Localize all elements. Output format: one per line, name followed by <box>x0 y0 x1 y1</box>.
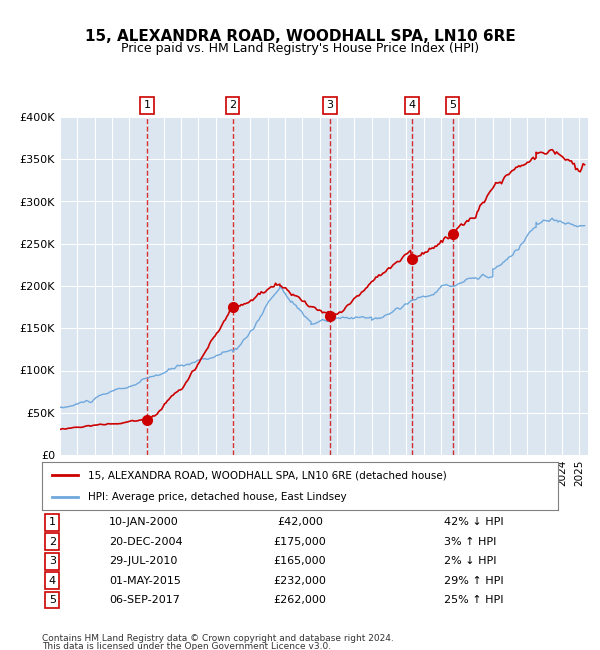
Text: 20-DEC-2004: 20-DEC-2004 <box>109 537 183 547</box>
Text: 25% ↑ HPI: 25% ↑ HPI <box>445 595 504 605</box>
Text: £262,000: £262,000 <box>274 595 326 605</box>
Text: 06-SEP-2017: 06-SEP-2017 <box>109 595 180 605</box>
Text: 1: 1 <box>143 100 151 110</box>
Text: 2: 2 <box>49 537 56 547</box>
Text: 29% ↑ HPI: 29% ↑ HPI <box>445 576 504 586</box>
Text: This data is licensed under the Open Government Licence v3.0.: This data is licensed under the Open Gov… <box>42 642 331 650</box>
Text: 15, ALEXANDRA ROAD, WOODHALL SPA, LN10 6RE (detached house): 15, ALEXANDRA ROAD, WOODHALL SPA, LN10 6… <box>88 470 447 480</box>
Text: 1: 1 <box>49 517 56 527</box>
Text: £165,000: £165,000 <box>274 556 326 566</box>
Text: 29-JUL-2010: 29-JUL-2010 <box>109 556 178 566</box>
Text: 4: 4 <box>49 576 56 586</box>
Text: 4: 4 <box>409 100 416 110</box>
Text: £232,000: £232,000 <box>274 576 326 586</box>
Text: Contains HM Land Registry data © Crown copyright and database right 2024.: Contains HM Land Registry data © Crown c… <box>42 634 394 643</box>
Text: HPI: Average price, detached house, East Lindsey: HPI: Average price, detached house, East… <box>88 491 347 502</box>
Text: 3: 3 <box>326 100 333 110</box>
Text: 15, ALEXANDRA ROAD, WOODHALL SPA, LN10 6RE: 15, ALEXANDRA ROAD, WOODHALL SPA, LN10 6… <box>85 29 515 44</box>
Text: 3: 3 <box>49 556 56 566</box>
Text: 01-MAY-2015: 01-MAY-2015 <box>109 576 181 586</box>
Text: 5: 5 <box>449 100 456 110</box>
Text: 42% ↓ HPI: 42% ↓ HPI <box>445 517 504 527</box>
Text: 2: 2 <box>229 100 236 110</box>
Text: 3% ↑ HPI: 3% ↑ HPI <box>445 537 497 547</box>
Text: 5: 5 <box>49 595 56 605</box>
Text: 2% ↓ HPI: 2% ↓ HPI <box>445 556 497 566</box>
Text: £175,000: £175,000 <box>274 537 326 547</box>
Text: Price paid vs. HM Land Registry's House Price Index (HPI): Price paid vs. HM Land Registry's House … <box>121 42 479 55</box>
Text: 10-JAN-2000: 10-JAN-2000 <box>109 517 179 527</box>
Text: £42,000: £42,000 <box>277 517 323 527</box>
